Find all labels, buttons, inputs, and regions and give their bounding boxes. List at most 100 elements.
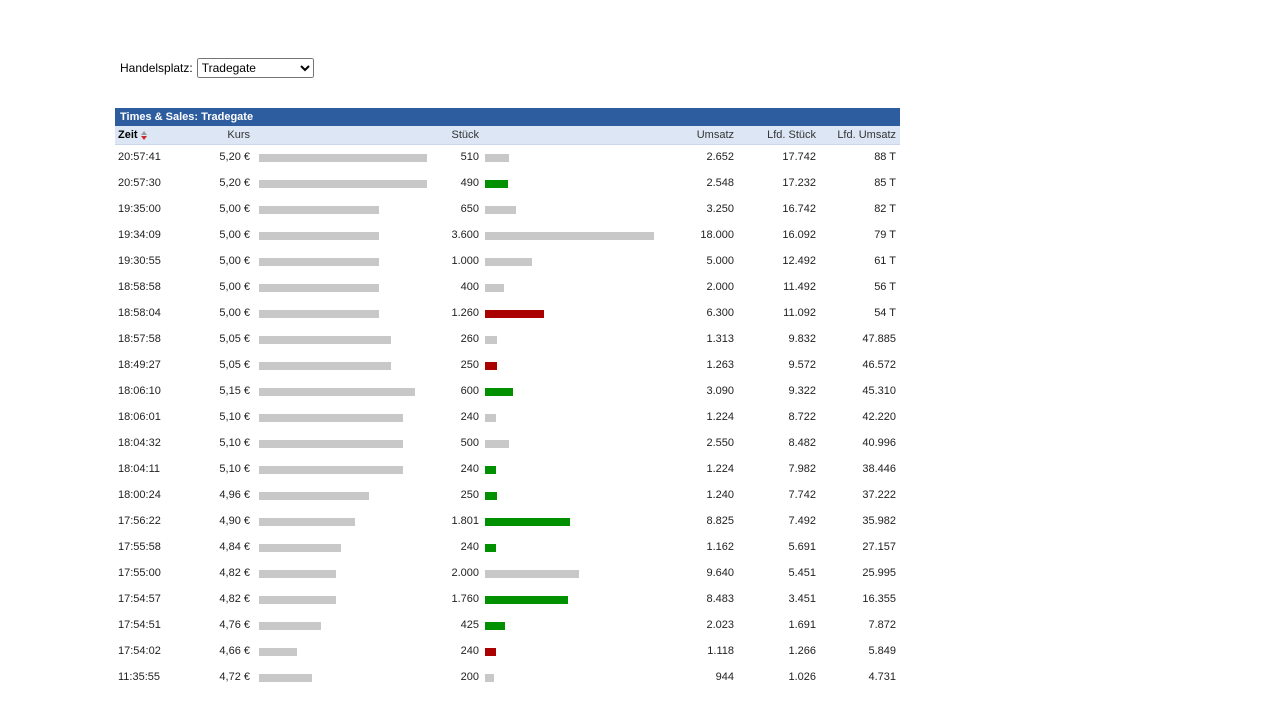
zeit-cell: 17:56:22 [118, 515, 161, 527]
kurs-bar-cell [252, 613, 435, 639]
kurs-bar [259, 310, 379, 318]
kurs-cell: 5,10 € [219, 463, 250, 475]
kurs-bar [259, 284, 379, 292]
zeit-cell: 17:55:58 [118, 541, 161, 553]
umsatz-cell: 2.000 [706, 281, 734, 293]
stueck-cell: 600 [460, 385, 479, 397]
table-body: 20:57:41 5,20 € 510 2.652 17.742 88 T 20:57:30… [115, 145, 900, 682]
lfd-umsatz-cell: 61 T [874, 255, 896, 267]
lfd-stueck-cell: 1.026 [788, 671, 816, 682]
stueck-bar [485, 518, 570, 526]
lfd-stueck-cell: 9.832 [788, 333, 816, 345]
stueck-bar [485, 570, 579, 578]
umsatz-cell: 9.640 [706, 567, 734, 579]
kurs-bar [259, 180, 427, 188]
zeit-cell: 19:35:00 [118, 203, 161, 215]
stueck-cell: 1.260 [451, 307, 479, 319]
column-header-lfd-umsatz[interactable]: Lfd. Umsatz [837, 129, 896, 141]
kurs-bar-cell [252, 665, 435, 682]
lfd-umsatz-cell: 42.220 [862, 411, 896, 423]
table-row: 18:04:11 5,10 € 240 1.224 7.982 38.446 [115, 457, 900, 483]
kurs-bar-cell [252, 301, 435, 327]
kurs-bar-cell [252, 457, 435, 483]
zeit-cell: 18:04:32 [118, 437, 161, 449]
table-row: 19:35:00 5,00 € 650 3.250 16.742 82 T [115, 197, 900, 223]
kurs-cell: 5,20 € [219, 151, 250, 163]
stueck-bar-cell [481, 483, 668, 509]
lfd-umsatz-cell: 54 T [874, 307, 896, 319]
lfd-umsatz-cell: 47.885 [862, 333, 896, 345]
stueck-bar-cell [481, 431, 668, 457]
umsatz-cell: 1.313 [706, 333, 734, 345]
table-row: 18:49:27 5,05 € 250 1.263 9.572 46.572 [115, 353, 900, 379]
stueck-cell: 3.600 [451, 229, 479, 241]
stueck-bar-cell [481, 301, 668, 327]
table-row: 18:58:58 5,00 € 400 2.000 11.492 56 T [115, 275, 900, 301]
stueck-bar [485, 596, 568, 604]
stueck-cell: 650 [460, 203, 479, 215]
table-row: 17:56:22 4,90 € 1.801 8.825 7.492 35.982 [115, 509, 900, 535]
column-header-stueck[interactable]: Stück [451, 129, 479, 141]
table-row: 18:00:24 4,96 € 250 1.240 7.742 37.222 [115, 483, 900, 509]
lfd-umsatz-cell: 88 T [874, 151, 896, 163]
kurs-cell: 4,96 € [219, 489, 250, 501]
column-header-umsatz[interactable]: Umsatz [696, 129, 734, 141]
zeit-cell: 18:06:01 [118, 411, 161, 423]
stueck-bar-cell [481, 171, 668, 197]
kurs-bar [259, 232, 379, 240]
handelsplatz-select[interactable]: Tradegate [196, 58, 314, 78]
lfd-stueck-cell: 11.492 [783, 281, 816, 293]
kurs-cell: 5,00 € [219, 281, 250, 293]
umsatz-cell: 18.000 [700, 229, 734, 241]
column-header-kurs[interactable]: Kurs [227, 129, 250, 141]
zeit-cell: 18:57:58 [118, 333, 161, 345]
table-row: 18:06:01 5,10 € 240 1.224 8.722 42.220 [115, 405, 900, 431]
umsatz-cell: 1.263 [706, 359, 734, 371]
kurs-bar-cell [252, 249, 435, 275]
table-row: 18:04:32 5,10 € 500 2.550 8.482 40.996 [115, 431, 900, 457]
kurs-bar-cell [252, 379, 435, 405]
stueck-bar [485, 232, 654, 240]
table-row: 17:55:58 4,84 € 240 1.162 5.691 27.157 [115, 535, 900, 561]
umsatz-cell: 1.162 [706, 541, 734, 553]
handelsplatz-label: Handelsplatz: [120, 61, 193, 75]
stueck-bar-cell [481, 379, 668, 405]
stueck-cell: 2.000 [451, 567, 479, 579]
zeit-cell: 20:57:41 [118, 151, 161, 163]
zeit-cell: 20:57:30 [118, 177, 161, 189]
column-header-lfd-stueck[interactable]: Lfd. Stück [767, 129, 816, 141]
stueck-bar-cell [481, 613, 668, 639]
kurs-bar [259, 570, 336, 578]
kurs-bar-cell [252, 197, 435, 223]
umsatz-cell: 1.118 [707, 645, 734, 657]
kurs-bar-cell [252, 327, 435, 353]
kurs-cell: 4,76 € [219, 619, 250, 631]
lfd-stueck-cell: 7.742 [788, 489, 816, 501]
kurs-cell: 4,66 € [219, 645, 250, 657]
kurs-cell: 5,00 € [219, 203, 250, 215]
kurs-bar [259, 622, 321, 630]
stueck-bar [485, 492, 497, 500]
column-header-zeit[interactable]: Zeit [115, 126, 200, 144]
stueck-bar-cell [481, 197, 668, 223]
stueck-bar [485, 414, 496, 422]
kurs-bar-cell [252, 275, 435, 301]
lfd-stueck-cell: 1.266 [788, 645, 816, 657]
kurs-cell: 4,82 € [219, 567, 250, 579]
kurs-cell: 5,05 € [219, 359, 250, 371]
lfd-stueck-cell: 3.451 [788, 593, 816, 605]
kurs-bar [259, 466, 403, 474]
stueck-bar [485, 206, 516, 214]
lfd-stueck-cell: 17.232 [782, 177, 816, 189]
column-header-stueck-bar-spacer [481, 126, 668, 144]
lfd-umsatz-cell: 16.355 [862, 593, 896, 605]
kurs-bar-cell [252, 483, 435, 509]
stueck-cell: 240 [460, 541, 479, 553]
umsatz-cell: 2.550 [706, 437, 734, 449]
zeit-cell: 19:34:09 [118, 229, 161, 241]
kurs-cell: 5,10 € [219, 411, 250, 423]
kurs-bar [259, 674, 312, 682]
lfd-umsatz-cell: 82 T [874, 203, 896, 215]
kurs-bar [259, 388, 415, 396]
kurs-cell: 5,00 € [219, 229, 250, 241]
